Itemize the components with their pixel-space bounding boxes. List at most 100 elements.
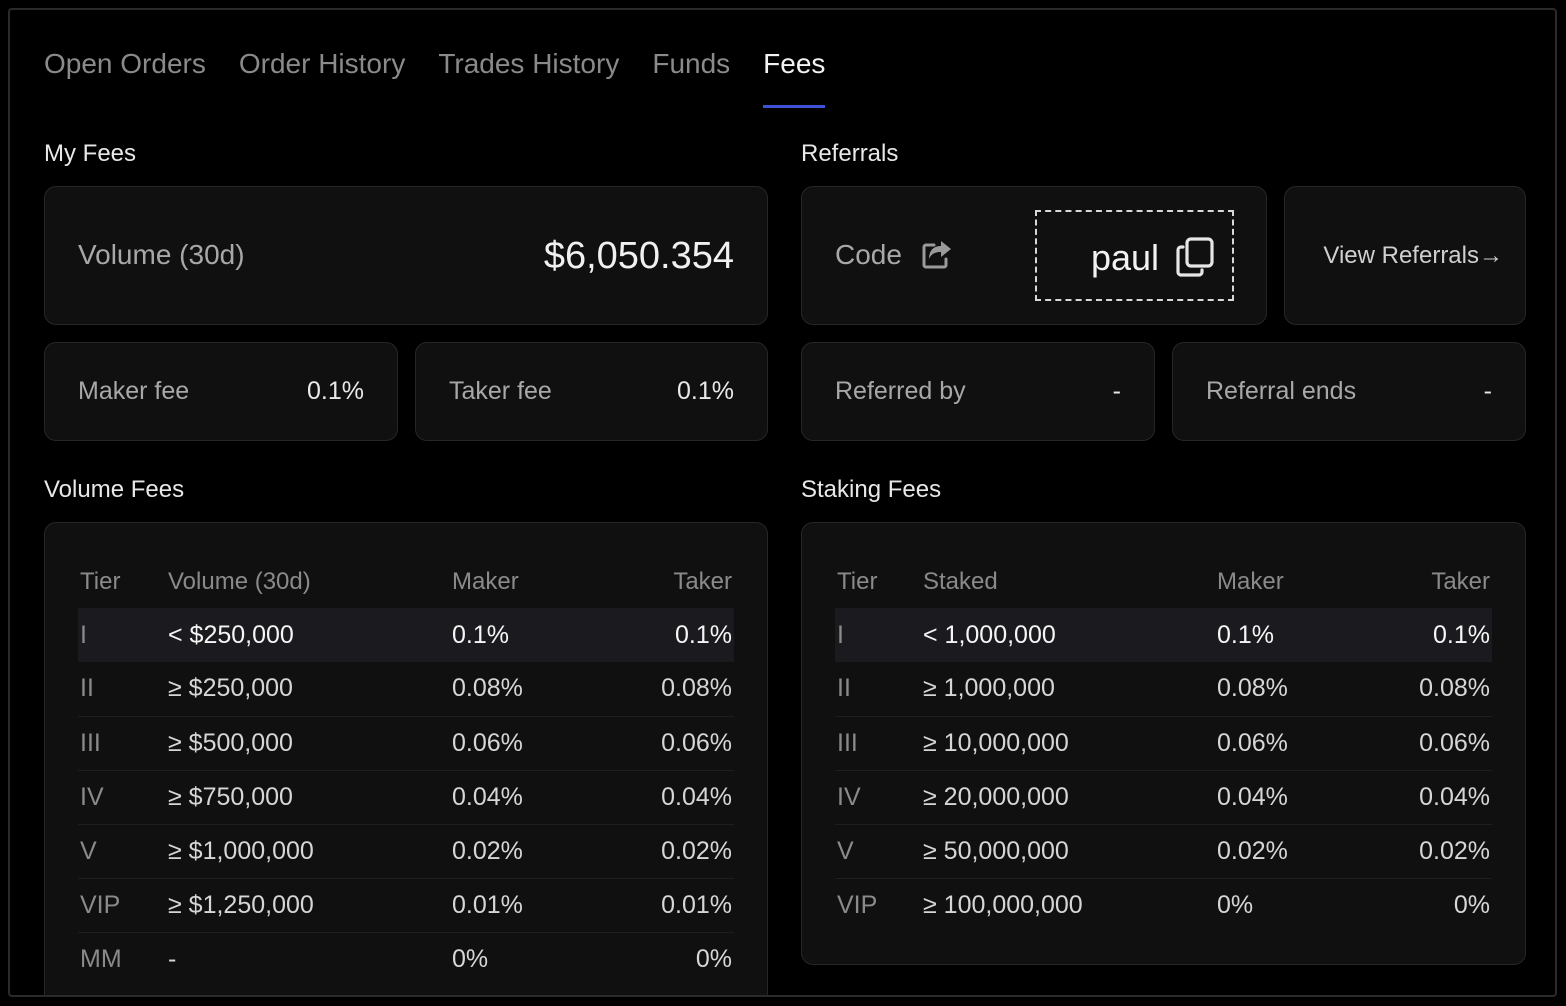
- code-label: Code: [835, 239, 902, 270]
- taker-cell: 0.08%: [1419, 674, 1490, 703]
- staked-cell: < 1,000,000: [921, 608, 1215, 662]
- volume-cell: -: [166, 931, 450, 986]
- referral-ends-value: -: [1483, 377, 1492, 405]
- volume-cell: ≥ $1,250,000: [166, 877, 450, 932]
- volume-fees-title: Volume Fees: [44, 476, 185, 503]
- table-row: VIP ≥ 100,000,000 0% 0%: [835, 877, 1492, 932]
- maker-cell: 0.1%: [1215, 608, 1365, 662]
- table-row: II ≥ 1,000,000 0.08% 0.08%: [835, 662, 1492, 716]
- maker-cell: 0.06%: [450, 715, 600, 770]
- volume-fees-card: Tier Volume (30d) Maker Taker I < $250,0…: [44, 522, 768, 995]
- share-icon[interactable]: [920, 237, 954, 271]
- taker-cell: 0.1%: [600, 608, 734, 662]
- taker-cell: 0.04%: [1365, 769, 1492, 824]
- maker-cell: 0%: [1215, 877, 1365, 932]
- maker-cell: 0.04%: [450, 769, 600, 824]
- staked-cell: ≥ 10,000,000: [921, 715, 1215, 770]
- volume-cell: ≥ $500,000: [166, 715, 450, 770]
- tab-bar: Open Orders Order History Trades History…: [44, 48, 858, 108]
- staking-fees-title: Staking Fees: [801, 476, 942, 503]
- volume-value: $6,050.354: [543, 235, 734, 277]
- table-row: MM - 0% 0%: [78, 931, 734, 986]
- view-referrals-card[interactable]: View Referrals→: [1284, 186, 1526, 325]
- column-header-maker: Maker: [1217, 568, 1284, 595]
- taker-cell: 0%: [600, 931, 734, 986]
- tier-cell: V: [78, 823, 166, 878]
- tier-cell: II: [80, 674, 94, 703]
- tab-trades-history[interactable]: Trades History: [438, 48, 620, 79]
- table-header-row: Tier Staked Maker Taker: [835, 556, 1492, 608]
- table-row: V ≥ $1,000,000 0.02% 0.02%: [78, 823, 734, 878]
- maker-cell: 0.02%: [1215, 823, 1365, 878]
- volume-cell: < $250,000: [166, 608, 450, 662]
- volume-label: Volume (30d): [78, 239, 245, 270]
- table-row: IV ≥ 20,000,000 0.04% 0.04%: [835, 769, 1492, 824]
- volume-cell: ≥ $1,000,000: [166, 823, 450, 878]
- tier-cell: IV: [835, 769, 921, 824]
- view-referrals-link[interactable]: View Referrals→: [1323, 242, 1503, 269]
- taker-cell: 0.06%: [600, 715, 734, 770]
- referral-code-value: paul: [1090, 237, 1159, 278]
- staking-fees-card: Tier Staked Maker Taker I < 1,000,000 0.…: [801, 522, 1526, 965]
- column-header-taker: Taker: [673, 568, 732, 595]
- volume-cell: ≥ $750,000: [166, 769, 450, 824]
- tier-cell: III: [78, 715, 166, 770]
- tab-open-orders[interactable]: Open Orders: [44, 48, 206, 79]
- taker-fee-card: Taker fee 0.1%: [415, 342, 768, 441]
- maker-fee-label: Maker fee: [78, 377, 190, 405]
- tab-funds[interactable]: Funds: [652, 48, 731, 79]
- taker-cell: 0.02%: [600, 823, 734, 878]
- referred-by-label: Referred by: [835, 377, 966, 405]
- tier-cell: VIP: [835, 877, 921, 932]
- maker-cell: 0.1%: [450, 608, 600, 662]
- table-header-row: Tier Volume (30d) Maker Taker: [78, 556, 734, 608]
- taker-cell: 0%: [1365, 877, 1492, 932]
- taker-cell: 0.02%: [1365, 823, 1492, 878]
- column-header-staked: Staked: [923, 568, 998, 595]
- staked-cell: ≥ 100,000,000: [921, 877, 1215, 932]
- tier-cell: III: [835, 715, 921, 770]
- maker-cell: 0%: [450, 931, 600, 986]
- column-header-taker: Taker: [1431, 568, 1490, 595]
- referrals-title: Referrals: [801, 140, 899, 167]
- table-row: I < 1,000,000 0.1% 0.1%: [835, 608, 1492, 662]
- tier-cell: II: [837, 674, 851, 703]
- maker-fee-value: 0.1%: [307, 377, 364, 405]
- column-header-volume: Volume (30d): [168, 568, 311, 595]
- taker-fee-label: Taker fee: [449, 377, 552, 405]
- tab-fees[interactable]: Fees: [763, 48, 826, 108]
- staked-cell: ≥ 1,000,000: [923, 674, 1055, 703]
- table-row: VIP ≥ $1,250,000 0.01% 0.01%: [78, 877, 734, 932]
- my-fees-title: My Fees: [44, 140, 137, 167]
- staked-cell: ≥ 20,000,000: [921, 769, 1215, 824]
- staking-fees-table: Tier Staked Maker Taker I < 1,000,000 0.…: [835, 556, 1492, 932]
- tier-cell: VIP: [78, 877, 166, 932]
- volume-cell: ≥ $250,000: [168, 674, 293, 703]
- copy-icon[interactable]: [1175, 236, 1215, 278]
- column-header-tier: Tier: [837, 568, 878, 595]
- volume-fees-table: Tier Volume (30d) Maker Taker I < $250,0…: [78, 556, 734, 986]
- staked-cell: ≥ 50,000,000: [921, 823, 1215, 878]
- maker-fee-card: Maker fee 0.1%: [44, 342, 398, 441]
- referral-ends-label: Referral ends: [1206, 377, 1357, 405]
- table-row: III ≥ 10,000,000 0.06% 0.06%: [835, 715, 1492, 770]
- taker-cell: 0.01%: [600, 877, 734, 932]
- taker-fee-value: 0.1%: [677, 377, 734, 405]
- maker-cell: 0.02%: [450, 823, 600, 878]
- taker-cell: 0.1%: [1365, 608, 1492, 662]
- table-row: I < $250,000 0.1% 0.1%: [78, 608, 734, 662]
- column-header-tier: Tier: [80, 568, 121, 595]
- maker-cell: 0.08%: [452, 674, 523, 703]
- column-header-maker: Maker: [452, 568, 519, 595]
- maker-cell: 0.01%: [450, 877, 600, 932]
- tab-order-history[interactable]: Order History: [238, 48, 406, 79]
- referral-ends-card: Referral ends -: [1172, 342, 1526, 441]
- taker-cell: 0.08%: [661, 674, 732, 703]
- table-row: V ≥ 50,000,000 0.02% 0.02%: [835, 823, 1492, 878]
- referred-by-card: Referred by -: [801, 342, 1155, 441]
- table-row: IV ≥ $750,000 0.04% 0.04%: [78, 769, 734, 824]
- maker-cell: 0.06%: [1215, 715, 1365, 770]
- fees-panel: Open Orders Order History Trades History…: [8, 8, 1557, 997]
- referral-code-box[interactable]: paul: [1035, 210, 1234, 301]
- maker-cell: 0.04%: [1215, 769, 1365, 824]
